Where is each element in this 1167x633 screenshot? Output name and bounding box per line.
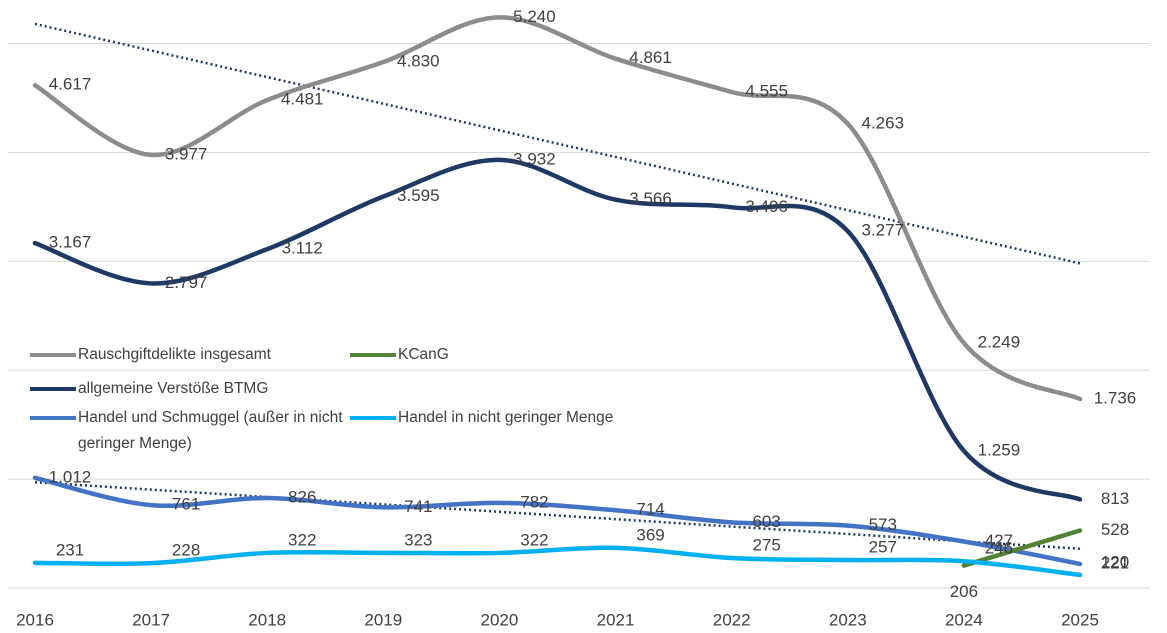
line — [32, 475, 1083, 567]
data-label: 714 — [636, 500, 664, 519]
data-label: 741 — [404, 497, 432, 516]
data-label: 3.167 — [49, 233, 92, 252]
x-tick-label: 2020 — [481, 610, 519, 629]
data-label: 2.249 — [978, 333, 1021, 352]
legend-label: Handel und Schmuggel (außer in nicht ger… — [78, 409, 343, 452]
legend-item: Handel und Schmuggel (außer in nicht ger… — [30, 405, 375, 457]
line — [32, 157, 1083, 502]
data-label: 1.012 — [49, 467, 92, 486]
data-label: 275 — [752, 536, 780, 555]
line — [32, 15, 1083, 402]
legend-item: Rauschgiftdelikte insgesamt — [30, 342, 360, 368]
line — [32, 545, 1083, 578]
data-label: 1.736 — [1094, 388, 1137, 407]
data-label: 322 — [520, 530, 548, 549]
legend-label: KCanG — [398, 346, 449, 363]
x-tick-label: 2019 — [364, 610, 402, 629]
x-tick-label: 2016 — [16, 610, 54, 629]
data-label: 322 — [288, 530, 316, 549]
data-label: 5.240 — [513, 7, 556, 26]
legend-label: allgemeine Verstöße BTMG — [78, 380, 269, 397]
legend-swatch — [350, 416, 396, 420]
data-label: 246 — [985, 539, 1013, 558]
data-label: 120 — [1101, 552, 1129, 571]
x-tick-label: 2023 — [829, 610, 867, 629]
data-label: 228 — [172, 541, 200, 560]
data-label: 3.595 — [397, 186, 440, 205]
data-label: 3.277 — [862, 221, 905, 240]
data-label: 3.977 — [165, 144, 208, 163]
data-label: 813 — [1101, 489, 1129, 508]
trendline — [34, 480, 1081, 550]
legend-swatch — [30, 353, 76, 357]
x-tick-label: 2022 — [713, 610, 751, 629]
legend-swatch — [30, 387, 76, 391]
data-label: 4.263 — [862, 113, 905, 132]
x-tick-label: 2025 — [1061, 610, 1099, 629]
legend-item: KCanG — [350, 342, 680, 368]
data-label: 4.481 — [281, 90, 324, 109]
data-label: 761 — [172, 495, 200, 514]
legend-item: allgemeine Verstöße BTMG — [30, 376, 360, 402]
data-label: 206 — [950, 582, 978, 601]
data-label: 782 — [520, 492, 548, 511]
data-label: 323 — [404, 530, 432, 549]
x-tick-label: 2021 — [597, 610, 635, 629]
data-label: 826 — [288, 488, 316, 507]
data-label: 2.797 — [165, 273, 208, 292]
data-label: 4.861 — [629, 48, 672, 67]
legend-item: Handel in nicht geringer Menge — [350, 405, 680, 431]
legend-label: Rauschgiftdelikte insgesamt — [78, 346, 271, 363]
data-label: 3.932 — [513, 149, 556, 168]
data-label: 3.566 — [629, 189, 672, 208]
legend-swatch — [30, 416, 76, 420]
data-label: 257 — [869, 537, 897, 556]
data-label: 231 — [56, 540, 84, 559]
data-label: 1.259 — [978, 440, 1021, 459]
data-label: 4.830 — [397, 52, 440, 71]
trendline — [34, 22, 1081, 265]
x-tick-label: 2018 — [248, 610, 286, 629]
data-label: 603 — [752, 512, 780, 531]
data-label: 573 — [869, 515, 897, 534]
data-label: 3.112 — [282, 239, 323, 258]
legend-label: Handel in nicht geringer Menge — [398, 409, 614, 426]
data-label: 4.617 — [49, 75, 92, 94]
data-label: 221 — [1101, 553, 1129, 572]
data-label: 528 — [1101, 520, 1129, 539]
data-label: 4.555 — [745, 81, 788, 100]
x-tick-label: 2017 — [132, 610, 170, 629]
data-label: 369 — [636, 525, 664, 544]
x-tick-label: 2024 — [945, 610, 983, 629]
data-label: 3.496 — [745, 197, 788, 216]
data-label: 427 — [985, 531, 1013, 550]
legend-swatch — [350, 353, 396, 357]
